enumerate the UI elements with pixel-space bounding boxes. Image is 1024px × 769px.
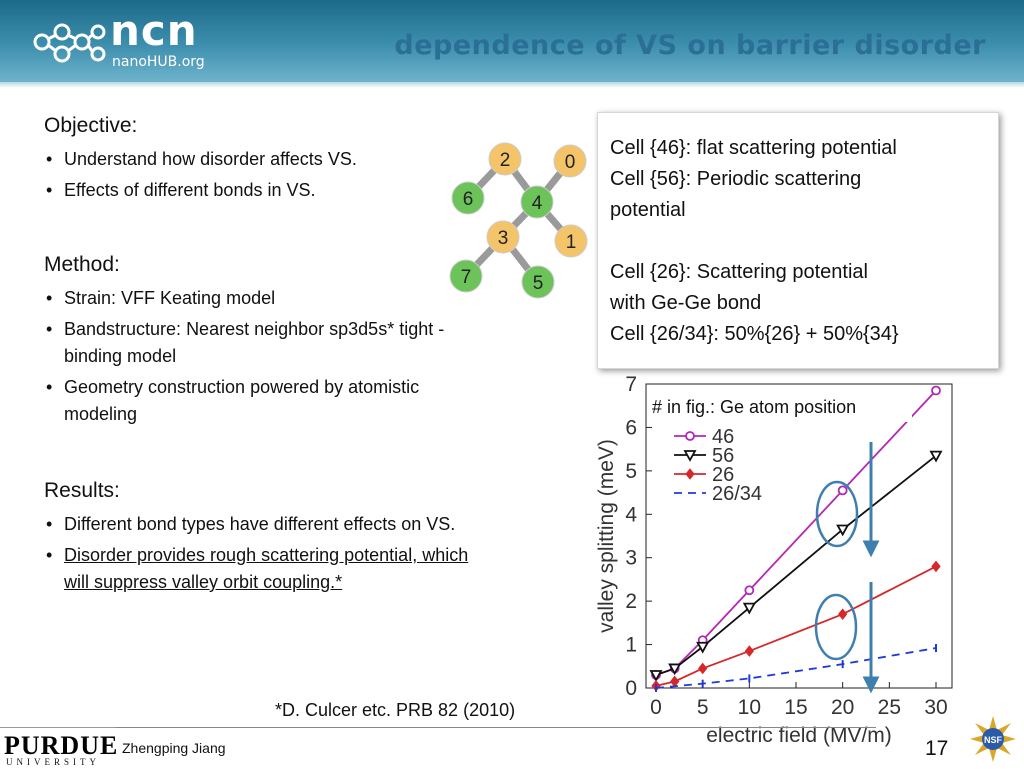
y-tick-label: 3 (625, 547, 637, 570)
list-item: Understand how disorder affects VS. (44, 146, 494, 173)
data-point (742, 602, 756, 615)
y-tick-label: 4 (625, 503, 637, 526)
results-heading: Results: (44, 479, 120, 502)
info-line: potential (610, 199, 686, 221)
data-point (837, 485, 848, 496)
x-tick-label: 25 (878, 696, 901, 719)
header-divider (0, 82, 1024, 88)
legend-label: 26/34 (712, 483, 762, 505)
y-tick-label: 2 (625, 590, 637, 613)
data-point (836, 524, 850, 537)
data-point (929, 450, 943, 463)
atom-4 (520, 185, 554, 219)
atom-label: 1 (566, 232, 577, 253)
data-point (668, 663, 682, 676)
footer-divider (116, 727, 876, 728)
purdue-wordmark: PURDUE (4, 731, 119, 760)
series-line-26/34 (655, 647, 937, 689)
x-tick-label: 15 (784, 696, 807, 719)
atom-label: 6 (463, 189, 474, 210)
data-point (696, 641, 710, 654)
nsf-logo-icon: NSF (970, 716, 1016, 762)
arrowhead-icon (862, 676, 880, 694)
annotation-box (648, 392, 912, 422)
purdue-logo: PURDUE UNIVERSITY (0, 727, 119, 769)
atom-2 (488, 142, 522, 176)
method-heading: Method: (44, 253, 120, 276)
atom-0 (553, 144, 587, 178)
info-line (610, 226, 998, 257)
atom-label: 4 (532, 193, 543, 214)
list-item: Disorder provides rough scattering poten… (44, 542, 484, 596)
brand-url: nanoHUB.org (112, 54, 205, 70)
header-banner: ncn nanoHUB.org dependence of VS on barr… (0, 0, 1024, 88)
list-item: Bandstructure: Nearest neighbor sp3d5s* … (44, 316, 489, 370)
legend-label: 26 (712, 464, 734, 486)
data-point (685, 431, 695, 441)
atom-label: 3 (498, 228, 509, 249)
data-point (931, 385, 941, 396)
ncn-logo-icon (33, 23, 106, 63)
arrowhead-icon (862, 540, 880, 558)
x-axis-label: electric field (MV/m) (706, 724, 892, 747)
info-line: Cell {56}: Periodic scattering (610, 168, 862, 190)
y-tick-label: 0 (625, 677, 637, 700)
x-tick-label: 30 (924, 696, 947, 719)
legend-label: 56 (712, 445, 734, 467)
atom-1 (554, 224, 588, 258)
data-point (744, 585, 755, 596)
author-name: Zhengping Jiang (122, 740, 226, 756)
atom-label: 0 (565, 152, 576, 173)
y-tick-label: 5 (625, 460, 637, 483)
info-line: Cell {26/34}: 50%{26} + 50%{34} (610, 323, 899, 345)
atom-structure-diagram: 2 0 6 4 3 1 7 5 (449, 142, 588, 299)
atom-3 (486, 220, 520, 254)
x-tick-label: 20 (831, 696, 854, 719)
list-item: Geometry construction powered by atomist… (44, 374, 489, 428)
results-list: Different bond types have different effe… (44, 511, 484, 600)
purdue-subtitle: UNIVERSITY (6, 757, 100, 767)
list-item: Strain: VFF Keating model (44, 285, 489, 312)
data-point (649, 670, 663, 682)
atom-6 (451, 181, 485, 215)
atom-label: 7 (461, 267, 472, 288)
atom-7 (449, 259, 483, 293)
brand-name: ncn (110, 6, 198, 55)
data-point (685, 468, 695, 480)
info-line: Cell {46}: flat scattering potential (610, 137, 897, 159)
atom-label: 2 (500, 150, 511, 171)
highlight-ellipse (814, 593, 858, 661)
y-tick-label: 6 (625, 416, 637, 439)
data-point (931, 560, 941, 573)
list-item: Effects of different bonds in VS. (44, 177, 494, 204)
highlight-ellipse (815, 480, 859, 548)
objective-list: Understand how disorder affects VS. Effe… (44, 146, 494, 208)
x-tick-label: 5 (697, 696, 709, 719)
cell-description-box: Cell {46}: flat scattering potential Cel… (597, 112, 999, 369)
x-tick-label: 0 (650, 696, 662, 719)
y-tick-label: 1 (625, 634, 637, 657)
data-point (683, 450, 697, 462)
nsf-label: NSF (984, 735, 1003, 745)
info-line: Cell {26}: Scattering potential (610, 261, 868, 283)
list-item: Different bond types have different effe… (44, 511, 484, 538)
chart-annotation: # in fig.: Ge atom position (652, 397, 856, 417)
objective-heading: Objective: (44, 114, 138, 137)
x-tick-label: 10 (738, 696, 761, 719)
slide-title: dependence of VS on barrier disorder (394, 30, 986, 61)
y-tick-label: 7 (625, 373, 637, 396)
page-number: 17 (925, 737, 949, 760)
data-point (838, 608, 848, 620)
y-axis-label: valley splitting (meV) (595, 439, 618, 633)
legend-label: 46 (712, 426, 734, 448)
method-list: Strain: VFF Keating model Bandstructure:… (44, 285, 489, 432)
citation: *D. Culcer etc. PRB 82 (2010) (275, 700, 516, 720)
info-line: with Ge-Ge bond (610, 292, 762, 314)
data-point (744, 645, 754, 657)
atom-label: 5 (533, 273, 544, 294)
atom-5 (521, 265, 555, 299)
data-point (698, 662, 708, 675)
